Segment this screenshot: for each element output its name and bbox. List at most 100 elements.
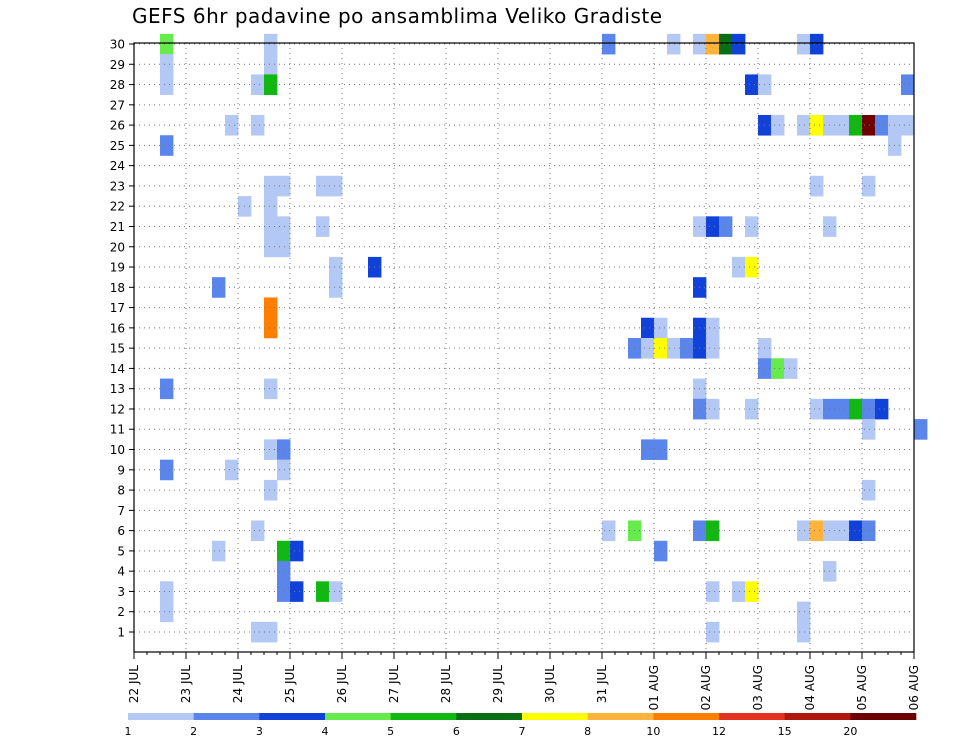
y-tick-label: 9 (117, 463, 125, 477)
legend-swatch (456, 713, 523, 720)
legend-swatch (784, 713, 851, 720)
legend-label: 20 (843, 725, 857, 738)
y-tick-label: 11 (110, 423, 125, 437)
heatmap-cell (277, 216, 291, 237)
heatmap-cell (797, 520, 811, 542)
heatmap-cell (654, 338, 668, 359)
y-tick-label: 25 (110, 139, 125, 153)
heatmap-cell (810, 33, 824, 55)
y-tick-label: 15 (110, 342, 125, 356)
heatmap-cell (862, 419, 876, 440)
heatmap-cell (225, 114, 239, 136)
heatmap-cell (797, 33, 811, 55)
legend-swatch (259, 713, 326, 720)
y-tick-label: 29 (110, 58, 125, 72)
legend-label: 7 (519, 725, 526, 738)
heatmap-cell (732, 581, 746, 602)
heatmap-cell (264, 621, 278, 643)
x-tick-label: 26 JUL (335, 665, 349, 703)
y-tick-label: 28 (110, 78, 125, 92)
heatmap-cell (277, 175, 291, 197)
y-tick-label: 5 (117, 544, 125, 558)
x-tick-label: 25 JUL (283, 665, 297, 703)
heatmap-cell (160, 459, 174, 481)
x-tick-label: 22 JUL (127, 665, 141, 703)
heatmap-cell (784, 358, 798, 379)
heatmap-cell (849, 520, 863, 542)
heatmap-cell (797, 621, 811, 643)
heatmap-cell (251, 621, 265, 643)
heatmap-cell (264, 236, 278, 258)
heatmap-cell (706, 317, 720, 339)
legend-swatch (522, 713, 588, 720)
heatmap-cell (654, 439, 668, 460)
x-tick-label: 27 JUL (387, 665, 401, 703)
heatmap-cell (745, 216, 759, 237)
heatmap-cell (316, 175, 330, 197)
heatmap-cell (745, 256, 759, 278)
heatmap-cell (706, 216, 720, 237)
x-tick-label: 31 JUL (595, 665, 609, 703)
heatmap-cell (160, 74, 174, 95)
legend-swatch (587, 713, 654, 720)
heatmap-cell (641, 439, 655, 460)
heatmap-cell (745, 398, 759, 420)
heatmap-cell (849, 114, 863, 136)
heatmap-cell (836, 398, 850, 420)
heatmap-cell (264, 216, 278, 237)
heatmap-cell (329, 581, 343, 602)
x-tick-label: 23 JUL (179, 665, 193, 703)
x-tick-label: 02 AUG (699, 665, 713, 710)
y-tick-label: 10 (110, 443, 125, 457)
legend-label: 4 (322, 725, 329, 738)
heatmap-cell (329, 277, 343, 298)
heatmap-cell (160, 601, 174, 623)
x-tick-label: 01 AUG (647, 665, 661, 710)
legend-label: 15 (778, 725, 792, 738)
y-tick-label: 1 (117, 626, 125, 640)
y-tick-label: 2 (117, 605, 125, 619)
heatmap-cell (641, 317, 655, 339)
heatmap-cell (316, 216, 330, 237)
heatmap-cell (160, 378, 174, 400)
heatmap-cell (719, 33, 733, 55)
heatmap-cell (797, 114, 811, 136)
heatmap-cell (706, 520, 720, 542)
y-tick-label: 8 (117, 484, 125, 498)
heatmap-cell (277, 561, 291, 582)
heatmap-cell (225, 459, 239, 481)
heatmap-cell (745, 74, 759, 95)
heatmap-cell (602, 520, 616, 542)
y-tick-label: 14 (110, 362, 125, 376)
y-tick-label: 18 (110, 281, 125, 295)
x-tick-label: 29 JUL (491, 665, 505, 703)
legend-label: 6 (453, 725, 460, 738)
legend-label: 2 (190, 725, 197, 738)
legend-swatch (850, 713, 917, 720)
heatmap-cell (745, 581, 759, 602)
heatmap-cell (836, 520, 850, 542)
heatmap-cell (810, 398, 824, 420)
y-tick-label: 22 (110, 200, 125, 214)
y-tick-label: 7 (117, 504, 125, 518)
heatmap-cell (836, 114, 850, 136)
heatmap-cell (602, 33, 616, 55)
x-tick-label: 06 AUG (907, 665, 921, 710)
heatmap-cell (654, 317, 668, 339)
heatmap-cell (212, 277, 226, 298)
legend-label: 12 (712, 725, 726, 738)
heatmap-cell (264, 196, 278, 217)
heatmap-cell (862, 175, 876, 197)
y-tick-label: 3 (117, 585, 125, 599)
y-tick-label: 23 (110, 179, 125, 193)
heatmap-cell (706, 621, 720, 643)
chart-title: GEFS 6hr padavine po ansamblima Veliko G… (132, 4, 663, 28)
heatmap-cell (706, 338, 720, 359)
heatmap-cell (875, 398, 889, 420)
heatmap-cell (706, 398, 720, 420)
heatmap-cell (667, 338, 681, 359)
legend-label: 8 (584, 725, 591, 738)
heatmap-cell (251, 520, 265, 542)
heatmap-cell (290, 581, 304, 602)
